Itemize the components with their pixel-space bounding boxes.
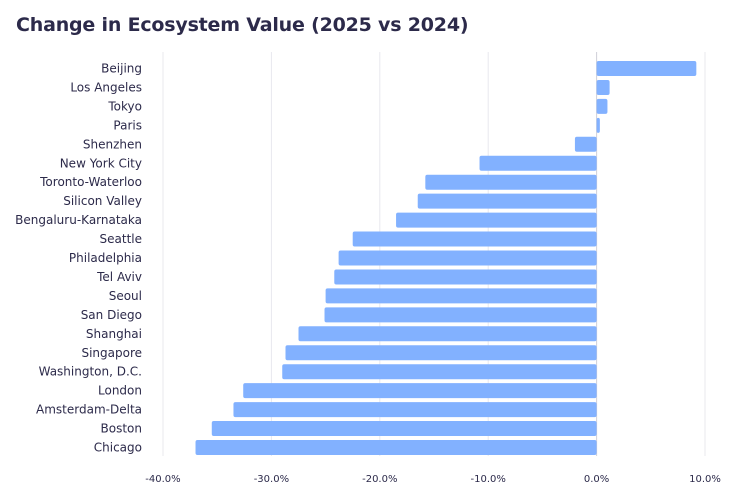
bar <box>324 307 597 323</box>
category-label: Seattle <box>100 232 142 246</box>
bar <box>417 193 597 209</box>
category-label: Silicon Valley <box>63 194 142 208</box>
category-label: Bengaluru-Karnataka <box>15 213 142 227</box>
category-label: Paris <box>113 118 142 132</box>
bar <box>425 174 597 190</box>
category-label: Seoul <box>109 289 142 303</box>
bar <box>334 269 597 285</box>
chart-title: Change in Ecosystem Value (2025 vs 2024) <box>16 14 469 36</box>
bar <box>338 250 597 266</box>
bars <box>195 61 697 455</box>
bar <box>352 231 597 247</box>
bar <box>211 421 597 437</box>
bar <box>396 212 597 228</box>
category-label: Tokyo <box>107 99 142 113</box>
x-tick-label: -10.0% <box>471 474 506 485</box>
category-label: Shanghai <box>86 327 142 341</box>
category-label: New York City <box>60 156 142 170</box>
x-tick-label: -40.0% <box>145 474 180 485</box>
x-tick-label: 10.0% <box>689 474 721 485</box>
bar <box>195 440 597 455</box>
category-label: Tel Aviv <box>96 270 142 284</box>
bar <box>285 345 597 361</box>
category-label: London <box>98 384 142 398</box>
x-tick-label: -30.0% <box>254 474 289 485</box>
category-label: Beijing <box>101 62 142 76</box>
category-label: Chicago <box>94 441 142 455</box>
category-label: San Diego <box>81 308 142 322</box>
category-labels: Beijing Los Angeles Tokyo Paris Shenzhen New … <box>15 62 142 455</box>
bar <box>298 326 597 342</box>
bar <box>479 155 597 171</box>
x-tick-label: -20.0% <box>362 474 397 485</box>
bar <box>596 98 608 114</box>
category-label: Washington, D.C. <box>39 365 142 379</box>
bar <box>596 117 600 133</box>
bar <box>282 364 597 380</box>
bar <box>596 61 697 76</box>
bar <box>325 288 597 304</box>
category-label: Shenzhen <box>83 137 142 151</box>
category-label: Amsterdam-Delta <box>36 403 142 417</box>
bar <box>596 79 610 95</box>
bar <box>233 402 597 418</box>
bar <box>243 383 597 399</box>
x-tick-label: 0.0% <box>584 474 609 485</box>
category-label: Toronto-Waterloo <box>39 175 142 189</box>
bar <box>574 136 597 152</box>
category-label: Singapore <box>81 346 142 360</box>
category-label: Los Angeles <box>70 80 142 94</box>
category-label: Boston <box>101 422 142 436</box>
x-tick-labels: -40.0% -30.0% -20.0% -10.0% 0.0% 10.0% <box>145 474 721 485</box>
category-label: Philadelphia <box>69 251 142 265</box>
